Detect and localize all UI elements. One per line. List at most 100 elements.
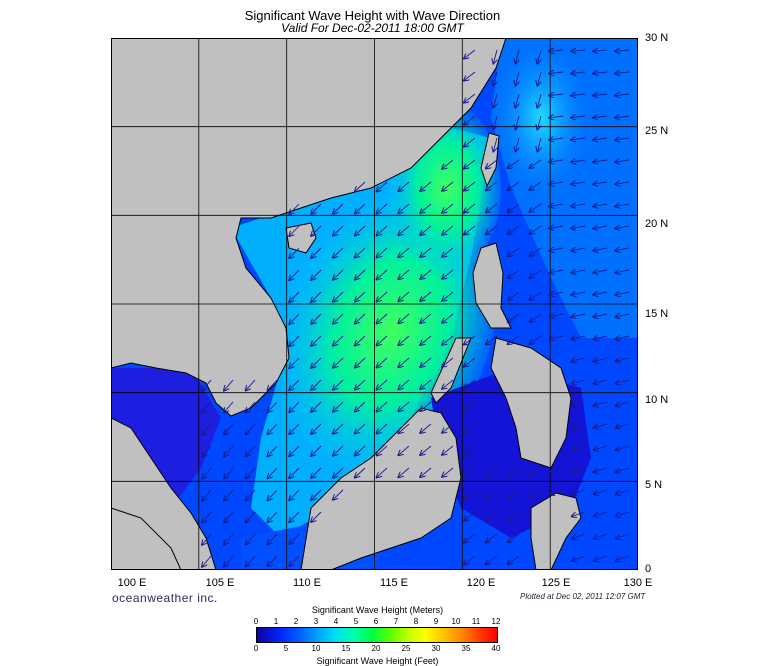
wave-direction-arrow <box>377 269 388 279</box>
wave-direction-arrow <box>616 445 630 450</box>
wave-direction-arrow <box>549 116 564 118</box>
wave-direction-arrow <box>398 313 410 323</box>
wave-direction-arrow <box>593 204 608 206</box>
wave-direction-arrow <box>593 72 608 74</box>
wave-direction-arrow <box>550 467 564 472</box>
wave-direction-arrow <box>420 313 432 323</box>
wave-direction-arrow <box>420 203 432 213</box>
wave-direction-arrow <box>355 379 366 390</box>
wave-direction-arrow <box>398 467 410 477</box>
wave-direction-arrow <box>615 182 630 184</box>
wave-direction-arrow <box>464 357 476 367</box>
wave-direction-arrow <box>202 423 212 435</box>
wave-direction-arrow <box>289 401 300 412</box>
wave-direction-arrow <box>333 291 344 302</box>
wave-direction-arrow <box>442 335 454 345</box>
wave-direction-arrow <box>572 511 586 516</box>
wave-direction-arrow <box>493 49 497 64</box>
wave-direction-arrow <box>515 71 519 86</box>
wave-direction-arrow <box>442 203 454 213</box>
wave-direction-arrow <box>442 401 454 411</box>
wave-direction-arrow <box>593 182 608 184</box>
wave-direction-arrow <box>486 489 498 498</box>
wave-direction-arrow <box>420 335 432 345</box>
wave-direction-arrow <box>398 203 410 213</box>
wave-direction-arrow <box>615 292 630 295</box>
lon-label: 115 E <box>380 577 408 589</box>
wave-direction-arrow <box>333 401 344 412</box>
wave-direction-arrow <box>202 511 212 523</box>
wave-direction-arrow <box>289 379 300 390</box>
wave-direction-arrow <box>420 181 432 191</box>
feet-tick-label: 20 <box>371 644 381 653</box>
meter-tick-label: 11 <box>471 617 481 626</box>
lon-label: 105 E <box>205 577 235 589</box>
wave-direction-arrow <box>398 291 410 301</box>
wave-direction-arrow <box>420 291 432 301</box>
meter-tick-label: 0 <box>253 617 259 626</box>
wave-direction-arrow <box>493 115 497 130</box>
wave-direction-arrow <box>515 137 519 152</box>
wave-direction-arrow <box>486 181 498 190</box>
wave-direction-arrow <box>224 467 234 479</box>
wave-direction-arrow <box>398 423 410 433</box>
wave-direction-arrow <box>268 379 278 390</box>
wave-direction-arrow <box>571 138 586 140</box>
wave-direction-arrow <box>537 137 541 152</box>
wave-direction-arrow <box>508 511 520 520</box>
wave-direction-arrow <box>377 467 388 477</box>
wave-direction-arrow <box>333 357 344 368</box>
wave-direction-arrow <box>289 291 300 302</box>
wave-direction-arrow <box>420 423 432 433</box>
wave-direction-arrow <box>289 423 300 434</box>
wave-direction-arrow <box>508 467 520 476</box>
wave-direction-arrow <box>493 71 497 86</box>
wave-direction-arrow <box>333 269 344 280</box>
wave-direction-arrow <box>530 159 542 168</box>
wave-direction-arrow <box>442 181 454 191</box>
wave-direction-arrow <box>442 159 454 169</box>
wave-direction-arrow <box>202 467 212 479</box>
wave-direction-arrow <box>246 445 256 456</box>
land-sulawesi <box>530 492 582 570</box>
wave-direction-arrow <box>246 511 256 522</box>
wave-direction-arrow <box>398 225 410 235</box>
wave-direction-arrow <box>508 291 520 300</box>
wave-direction-arrow <box>594 555 608 561</box>
wave-direction-arrow <box>571 72 586 74</box>
wave-direction-arrow <box>224 511 234 523</box>
wave-direction-arrow <box>333 445 344 456</box>
wave-direction-arrow <box>572 489 586 494</box>
wave-direction-arrow <box>572 380 586 384</box>
wave-direction-arrow <box>289 313 300 324</box>
lat-label: 10 N <box>645 394 669 406</box>
lon-label: 110 E <box>293 577 321 589</box>
wave-direction-arrow <box>464 181 476 191</box>
chart-title: Significant Wave Height with Wave Direct… <box>244 8 501 23</box>
wave-direction-arrow <box>311 225 322 236</box>
wave-direction-arrow <box>486 555 498 564</box>
wave-direction-arrow <box>530 225 542 234</box>
wave-direction-arrow <box>594 489 608 494</box>
wave-direction-arrow <box>377 357 388 367</box>
wave-direction-arrow <box>442 313 454 323</box>
wave-direction-arrow <box>224 401 234 413</box>
wave-direction-arrow <box>571 292 586 295</box>
wave-direction-arrow <box>377 423 388 433</box>
wave-direction-arrow <box>571 116 586 118</box>
wave-direction-arrow <box>508 159 520 168</box>
wave-direction-arrow <box>289 555 300 566</box>
wave-direction-arrow <box>420 269 432 279</box>
wave-direction-arrow <box>493 93 497 108</box>
wave-direction-arrow <box>615 204 630 206</box>
wave-direction-arrow <box>420 225 432 235</box>
wave-direction-arrow <box>224 489 234 501</box>
wave-direction-arrow <box>398 357 410 367</box>
wave-direction-arrow <box>593 358 608 361</box>
wave-direction-arrow <box>615 314 630 317</box>
meter-tick-label: 2 <box>293 617 299 626</box>
wave-direction-arrow <box>594 445 608 450</box>
wave-direction-arrow <box>530 269 542 278</box>
feet-tick-label: 0 <box>253 644 259 653</box>
wave-direction-arrow <box>268 401 278 412</box>
